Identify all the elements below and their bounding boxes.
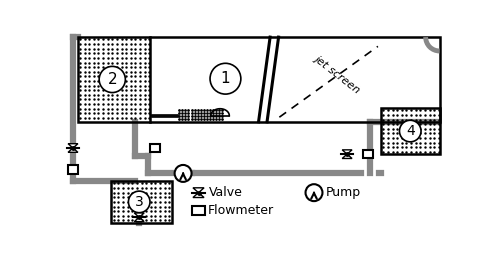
Polygon shape <box>134 217 144 222</box>
Polygon shape <box>68 144 78 148</box>
Bar <box>381 108 440 154</box>
Text: Flowmeter: Flowmeter <box>208 204 274 217</box>
Polygon shape <box>342 154 352 158</box>
Text: 3: 3 <box>135 195 143 209</box>
Bar <box>192 206 204 215</box>
Circle shape <box>306 184 322 201</box>
Bar <box>78 37 440 122</box>
Polygon shape <box>193 188 204 193</box>
Circle shape <box>210 63 241 94</box>
Text: 4: 4 <box>406 124 414 138</box>
Text: Valve: Valve <box>210 186 243 199</box>
Bar <box>150 144 160 152</box>
Circle shape <box>99 66 126 93</box>
Text: 1: 1 <box>220 71 230 86</box>
Text: Pump: Pump <box>326 186 360 199</box>
Bar <box>112 181 172 223</box>
Polygon shape <box>342 150 352 154</box>
Polygon shape <box>193 193 204 198</box>
Bar <box>363 150 373 158</box>
Text: 2: 2 <box>108 72 117 87</box>
Circle shape <box>400 120 421 142</box>
Circle shape <box>174 165 192 182</box>
Bar <box>68 165 78 174</box>
Polygon shape <box>134 213 144 217</box>
Text: jet screen: jet screen <box>312 53 362 95</box>
Circle shape <box>128 191 150 213</box>
Polygon shape <box>68 148 78 152</box>
